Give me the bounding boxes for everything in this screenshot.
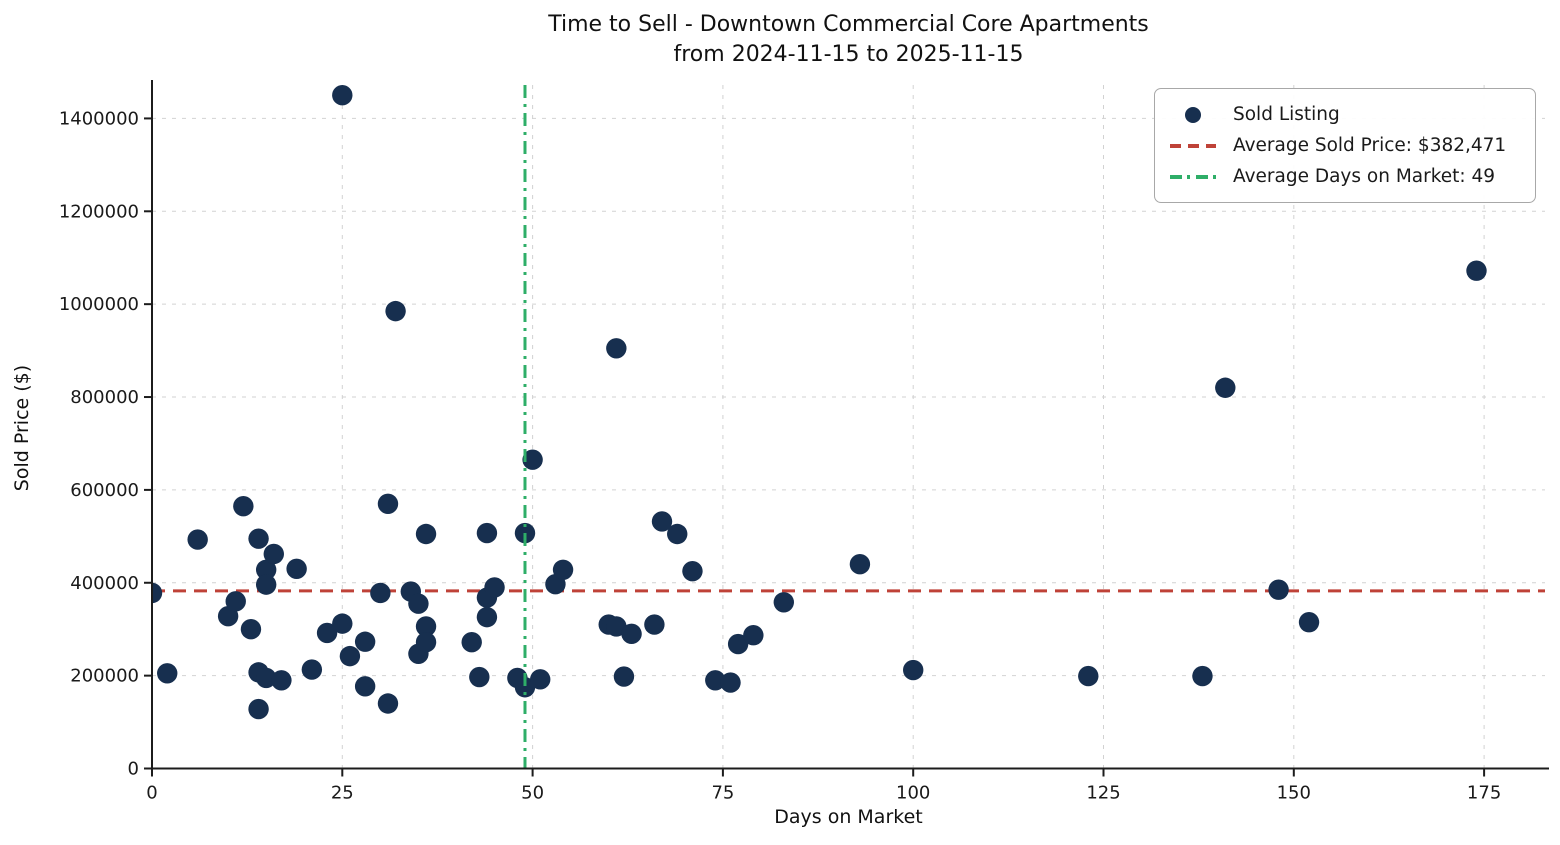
chart-title-line1: Time to Sell - Downtown Commercial Core … bbox=[548, 12, 1149, 37]
scatter-point bbox=[727, 633, 749, 655]
legend-label-avg-days: Average Days on Market: 49 bbox=[1233, 166, 1496, 187]
scatter-point bbox=[743, 625, 764, 646]
scatter-point bbox=[644, 614, 665, 635]
y-tick-label: 0 bbox=[128, 759, 139, 780]
scatter-point bbox=[377, 493, 399, 515]
scatter-point bbox=[301, 659, 323, 680]
y-tick-label: 1200000 bbox=[59, 201, 139, 222]
scatter-point bbox=[415, 616, 437, 637]
scatter-point bbox=[773, 592, 794, 613]
y-axis-label: Sold Price ($) bbox=[11, 364, 33, 492]
scatter-point bbox=[461, 632, 482, 653]
scatter-point bbox=[469, 666, 490, 688]
chart-title: Time to Sell - Downtown Commercial Core … bbox=[152, 10, 1545, 69]
scatter-point bbox=[354, 631, 376, 652]
scatter-point bbox=[667, 523, 688, 545]
y-tick-label: 200000 bbox=[70, 666, 139, 687]
y-tick-label: 600000 bbox=[70, 480, 139, 501]
scatter-point bbox=[682, 560, 703, 582]
scatter-point bbox=[415, 523, 437, 545]
legend: Sold Listing Average Sold Price: $382,47… bbox=[1154, 88, 1536, 203]
x-tick-label: 125 bbox=[1086, 783, 1120, 804]
scatter-point bbox=[484, 577, 505, 598]
scatter-point bbox=[233, 495, 254, 517]
scatter-point bbox=[152, 582, 163, 604]
scatter-point bbox=[263, 543, 284, 565]
scatter-point bbox=[339, 645, 361, 667]
scatter-point bbox=[530, 669, 551, 690]
scatter-point bbox=[415, 632, 437, 653]
scatter-point bbox=[1215, 377, 1236, 398]
y-tick-label: 1000000 bbox=[59, 294, 139, 315]
scatter-point bbox=[514, 677, 536, 698]
legend-item-avg-days: Average Days on Market: 49 bbox=[1167, 161, 1521, 192]
scatter-point bbox=[705, 670, 726, 691]
x-axis-label: Days on Market bbox=[774, 806, 923, 828]
scatter-point bbox=[1298, 612, 1320, 633]
scatter-point bbox=[316, 622, 338, 644]
scatter-point bbox=[286, 558, 307, 580]
scatter-point bbox=[370, 582, 391, 604]
scatter-point bbox=[187, 529, 208, 550]
x-tick-label: 0 bbox=[146, 783, 157, 804]
x-tick-label: 175 bbox=[1467, 783, 1501, 804]
scatter-point bbox=[332, 613, 353, 634]
y-tick-label: 400000 bbox=[70, 573, 139, 594]
scatter-point bbox=[255, 667, 277, 689]
avg-days-dashdot-line-icon bbox=[1170, 174, 1216, 179]
scatter-point bbox=[849, 553, 871, 575]
scatter-point bbox=[1268, 579, 1289, 600]
legend-label-sold-listing: Sold Listing bbox=[1233, 104, 1340, 125]
x-tick-label: 50 bbox=[521, 783, 544, 804]
scatter-point bbox=[476, 522, 498, 544]
scatter-point bbox=[621, 623, 642, 645]
scatter-point bbox=[1078, 665, 1099, 687]
scatter-point bbox=[476, 606, 498, 628]
scatter-point bbox=[1192, 665, 1213, 687]
x-tick-label: 100 bbox=[896, 783, 930, 804]
scatter-point bbox=[606, 338, 627, 359]
scatter-point bbox=[157, 663, 178, 684]
scatter-point bbox=[903, 659, 924, 681]
scatter-point bbox=[248, 528, 269, 549]
avg-price-dashed-line-icon bbox=[1170, 143, 1216, 148]
x-tick-label: 75 bbox=[711, 783, 734, 804]
sold-listing-marker-icon bbox=[1185, 106, 1201, 123]
scatter-point bbox=[522, 449, 543, 470]
y-tick-label: 1400000 bbox=[59, 108, 139, 129]
scatter-point bbox=[240, 618, 262, 640]
scatter-point bbox=[385, 300, 406, 322]
scatter-point bbox=[255, 574, 277, 595]
legend-label-avg-price: Average Sold Price: $382,471 bbox=[1233, 135, 1507, 156]
scatter-point bbox=[408, 593, 429, 614]
legend-item-avg-price: Average Sold Price: $382,471 bbox=[1167, 130, 1521, 161]
scatter-point bbox=[225, 591, 246, 612]
scatter-point bbox=[552, 559, 574, 580]
legend-item-sold-listing: Sold Listing bbox=[1167, 99, 1521, 130]
scatter-point bbox=[651, 511, 673, 532]
scatter-point bbox=[354, 676, 376, 697]
x-tick-label: 150 bbox=[1277, 783, 1311, 804]
scatter-point bbox=[606, 616, 627, 637]
chart-title-line2: from 2024-11-15 to 2025-11-15 bbox=[673, 41, 1024, 67]
y-tick-label: 800000 bbox=[70, 387, 139, 408]
scatter-point bbox=[1466, 260, 1487, 281]
scatter-point bbox=[255, 559, 277, 580]
scatter-point bbox=[271, 670, 292, 691]
scatter-point bbox=[248, 698, 269, 720]
scatter-point bbox=[613, 666, 635, 687]
scatter-point bbox=[377, 693, 399, 714]
x-tick-label: 25 bbox=[331, 783, 354, 804]
scatter-point bbox=[332, 85, 353, 106]
scatter-point bbox=[720, 672, 741, 693]
